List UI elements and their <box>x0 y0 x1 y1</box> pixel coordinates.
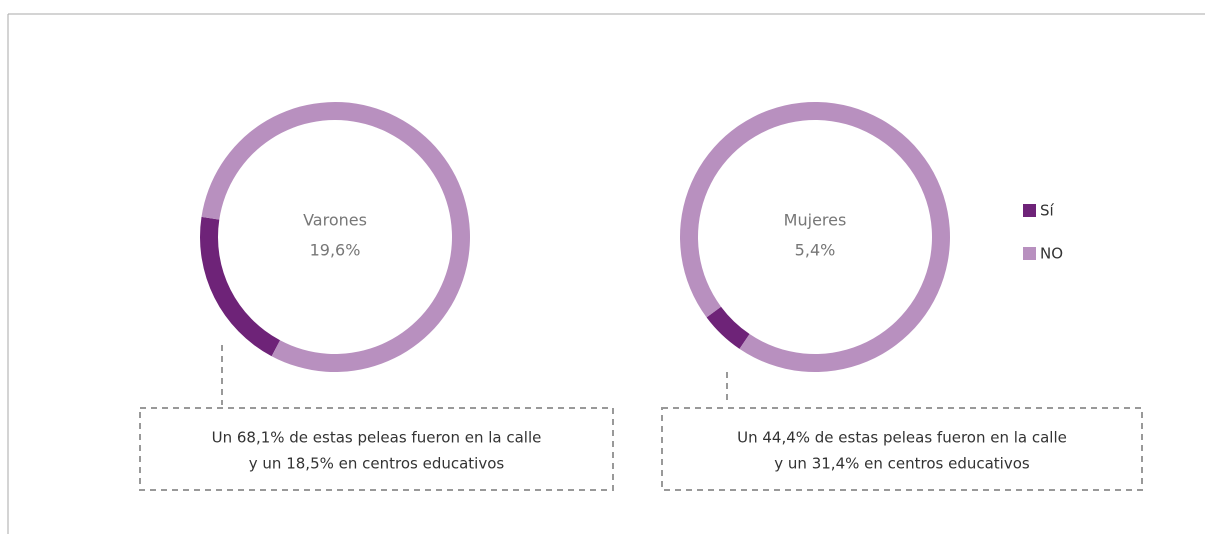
donut-slice <box>200 216 281 357</box>
annotation-text: Un 44,4% de estas peleas fueron en la ca… <box>737 429 1067 447</box>
center-label: Mujeres <box>784 211 847 230</box>
annotation-box <box>661 407 1143 491</box>
legend-swatch <box>1023 204 1036 217</box>
legend-label: NO <box>1040 245 1063 263</box>
annotation-text: Un 68,1% de estas peleas fueron en la ca… <box>212 429 542 447</box>
annotation-box <box>139 407 614 491</box>
value-label: 19,6% <box>310 241 361 260</box>
annotation-text: y un 31,4% en centros educativos <box>774 455 1030 473</box>
center-label: Varones <box>303 211 367 230</box>
legend-label: Sí <box>1040 202 1055 220</box>
legend-swatch <box>1023 247 1036 260</box>
donut-slice <box>706 306 750 349</box>
value-label: 5,4% <box>795 241 836 260</box>
annotation-text: y un 18,5% en centros educativos <box>249 455 505 473</box>
